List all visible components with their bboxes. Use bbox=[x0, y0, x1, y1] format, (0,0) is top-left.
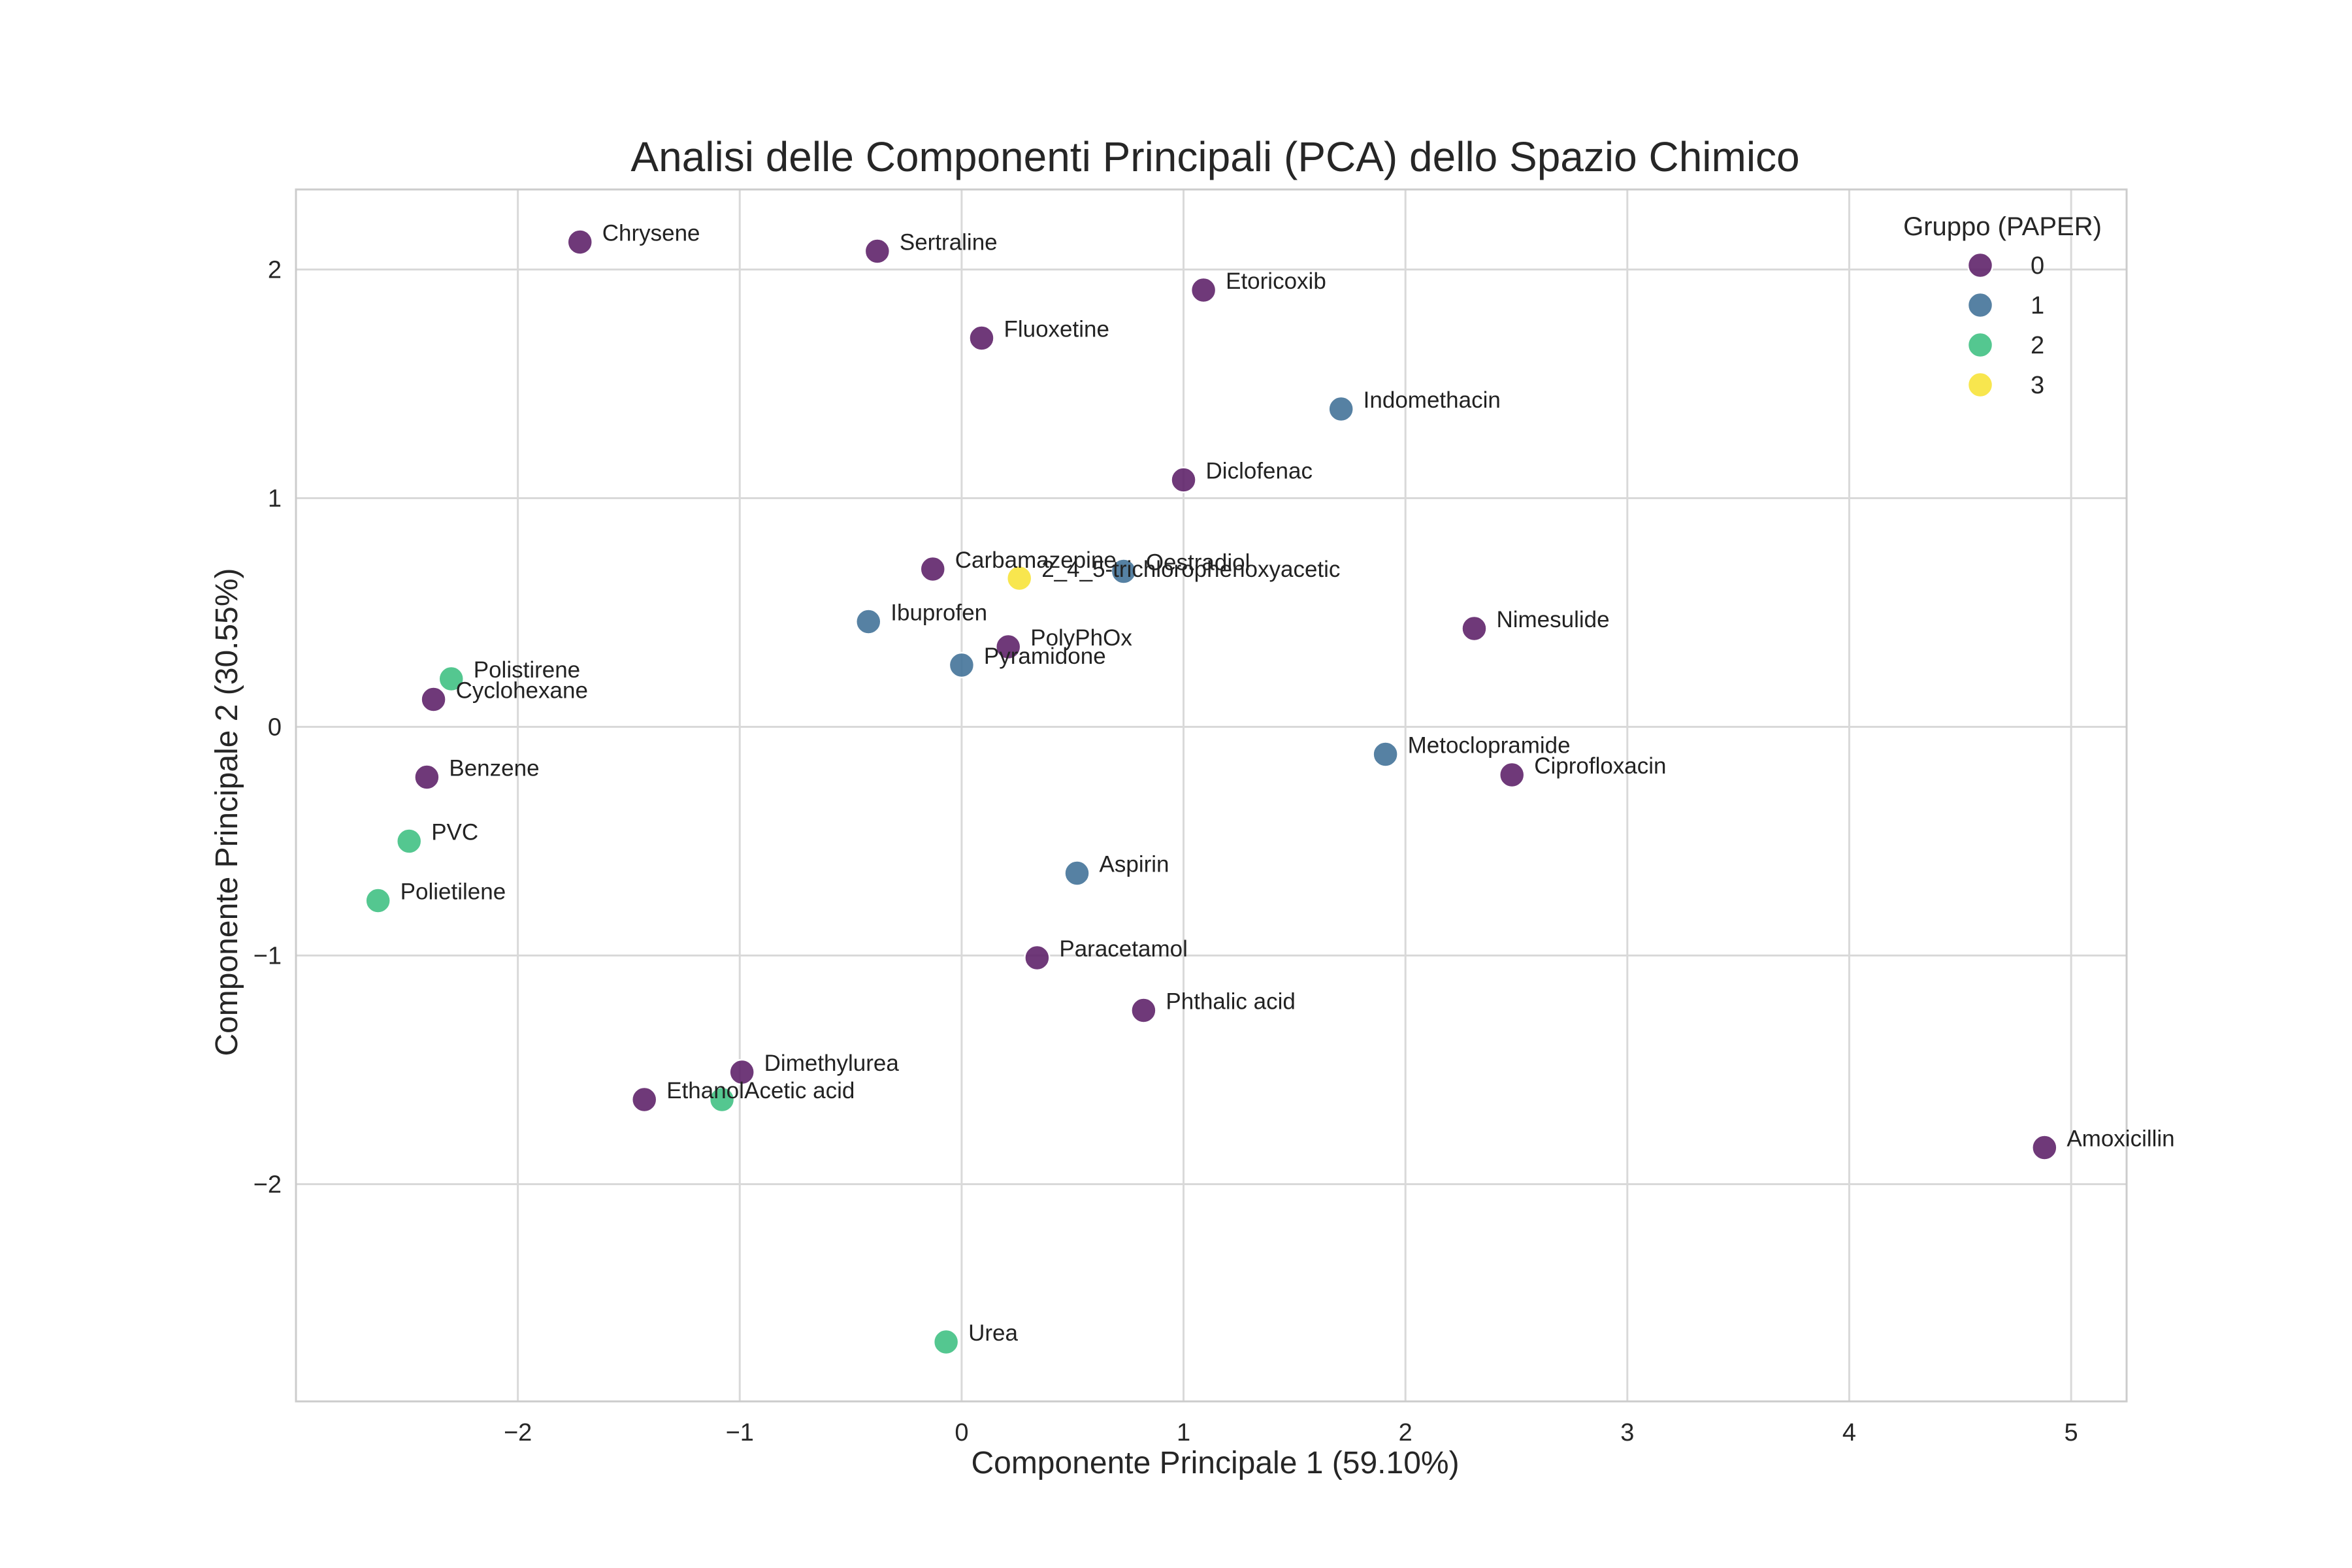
data-point bbox=[708, 1086, 736, 1113]
point-label: Metoclopramide bbox=[1408, 733, 1571, 759]
x-axis-label: Componente Principale 1 (59.10%) bbox=[971, 1446, 1459, 1480]
legend-label: 2 bbox=[2031, 332, 2044, 359]
point-label: Diclofenac bbox=[1206, 459, 1313, 484]
data-point bbox=[968, 325, 995, 351]
data-point bbox=[630, 1086, 658, 1113]
data-point bbox=[420, 686, 447, 713]
point-label: Ethanol bbox=[666, 1078, 744, 1103]
data-point bbox=[1024, 944, 1051, 972]
point-label: Acetic acid bbox=[744, 1078, 855, 1103]
chart-title: Analisi delle Componenti Principali (PCA… bbox=[630, 133, 1799, 180]
data-point bbox=[994, 633, 1022, 661]
point-label: Carbamazepine bbox=[955, 547, 1117, 573]
point-label: Amoxicillin bbox=[2066, 1126, 2174, 1152]
data-point bbox=[1461, 615, 1488, 642]
x-tick-label: 4 bbox=[1842, 1419, 1856, 1446]
data-point bbox=[1110, 558, 1137, 585]
grid bbox=[296, 189, 2127, 1401]
data-point bbox=[1498, 761, 1526, 789]
point-label: Benzene bbox=[449, 756, 539, 781]
point-label: PolyPhOx bbox=[1030, 625, 1132, 651]
data-point bbox=[919, 555, 947, 583]
x-tick-label: −2 bbox=[504, 1419, 532, 1446]
point-label: Chrysene bbox=[602, 221, 700, 246]
y-tick-label: −1 bbox=[253, 943, 282, 970]
y-tick-label: −2 bbox=[253, 1171, 282, 1199]
data-point bbox=[864, 238, 891, 265]
data-point bbox=[1130, 997, 1157, 1024]
point-label: PVC bbox=[431, 820, 478, 845]
data-points bbox=[365, 229, 2058, 1356]
data-point bbox=[1190, 276, 1217, 304]
data-point bbox=[728, 1058, 755, 1086]
data-point bbox=[365, 887, 391, 914]
legend-label: 0 bbox=[2031, 252, 2044, 280]
point-label: Ibuprofen bbox=[890, 600, 987, 626]
point-label: Dimethylurea bbox=[764, 1051, 900, 1076]
point-labels: Chrysene Sertraline Etoricoxib Fluoxetine In… bbox=[400, 221, 2175, 1347]
legend-marker bbox=[1967, 291, 1994, 319]
y-tick-label: 0 bbox=[268, 714, 282, 742]
data-point bbox=[395, 828, 423, 855]
tick-labels: −2 −1 0 1 2 3 4 5 −2 −1 0 1 2 bbox=[253, 257, 2078, 1447]
legend-entries: 0 1 2 3 bbox=[1967, 252, 2044, 399]
point-label: Oestradiol bbox=[1146, 550, 1250, 576]
legend-marker bbox=[1967, 371, 1994, 399]
point-label: 2_4_5-trichlorophenoxyacetic bbox=[1041, 557, 1340, 582]
point-label: Polistirene bbox=[474, 657, 580, 683]
point-label: Aspirin bbox=[1100, 852, 1169, 877]
x-tick-label: 0 bbox=[955, 1419, 968, 1446]
y-axis-label: Componente Principale 2 (30.55%) bbox=[210, 568, 244, 1056]
data-point bbox=[438, 665, 465, 693]
y-tick-label: 2 bbox=[268, 257, 282, 284]
data-point bbox=[855, 608, 882, 635]
data-point bbox=[566, 229, 593, 255]
legend-marker bbox=[1967, 252, 1994, 279]
legend-title: Gruppo (PAPER) bbox=[1903, 212, 2102, 241]
point-label: Polietilene bbox=[400, 879, 506, 905]
data-point bbox=[1328, 395, 1354, 423]
data-point bbox=[1005, 564, 1033, 592]
data-point bbox=[2031, 1134, 2058, 1161]
y-tick-label: 1 bbox=[268, 485, 282, 513]
x-tick-label: 1 bbox=[1177, 1419, 1190, 1446]
data-point bbox=[948, 651, 975, 679]
x-tick-label: 5 bbox=[2065, 1419, 2078, 1446]
point-label: Fluoxetine bbox=[1004, 317, 1109, 342]
legend: Gruppo (PAPER) 0 1 2 3 bbox=[1903, 212, 2102, 399]
point-label: Paracetamol bbox=[1059, 936, 1187, 962]
point-label: Urea bbox=[968, 1320, 1018, 1346]
point-label: Ciprofloxacin bbox=[1534, 753, 1666, 779]
point-label: Phthalic acid bbox=[1166, 989, 1295, 1015]
x-tick-label: 2 bbox=[1399, 1419, 1413, 1446]
x-tick-label: −1 bbox=[726, 1419, 754, 1446]
point-label: Indomethacin bbox=[1364, 387, 1501, 413]
point-label: Sertraline bbox=[900, 230, 998, 255]
data-point bbox=[1064, 860, 1090, 887]
data-point bbox=[414, 764, 440, 791]
data-point bbox=[1372, 741, 1399, 768]
legend-label: 1 bbox=[2031, 292, 2044, 319]
data-point bbox=[1170, 466, 1197, 493]
plot-frame bbox=[295, 188, 2128, 1403]
legend-marker bbox=[1967, 331, 1994, 359]
point-label: Nimesulide bbox=[1496, 607, 1609, 632]
point-label: Cyclohexane bbox=[456, 678, 588, 704]
point-label: Pyramidone bbox=[984, 644, 1106, 669]
point-label: Etoricoxib bbox=[1226, 269, 1326, 294]
x-tick-label: 3 bbox=[1620, 1419, 1634, 1446]
data-point bbox=[932, 1328, 960, 1356]
legend-label: 3 bbox=[2031, 372, 2044, 399]
